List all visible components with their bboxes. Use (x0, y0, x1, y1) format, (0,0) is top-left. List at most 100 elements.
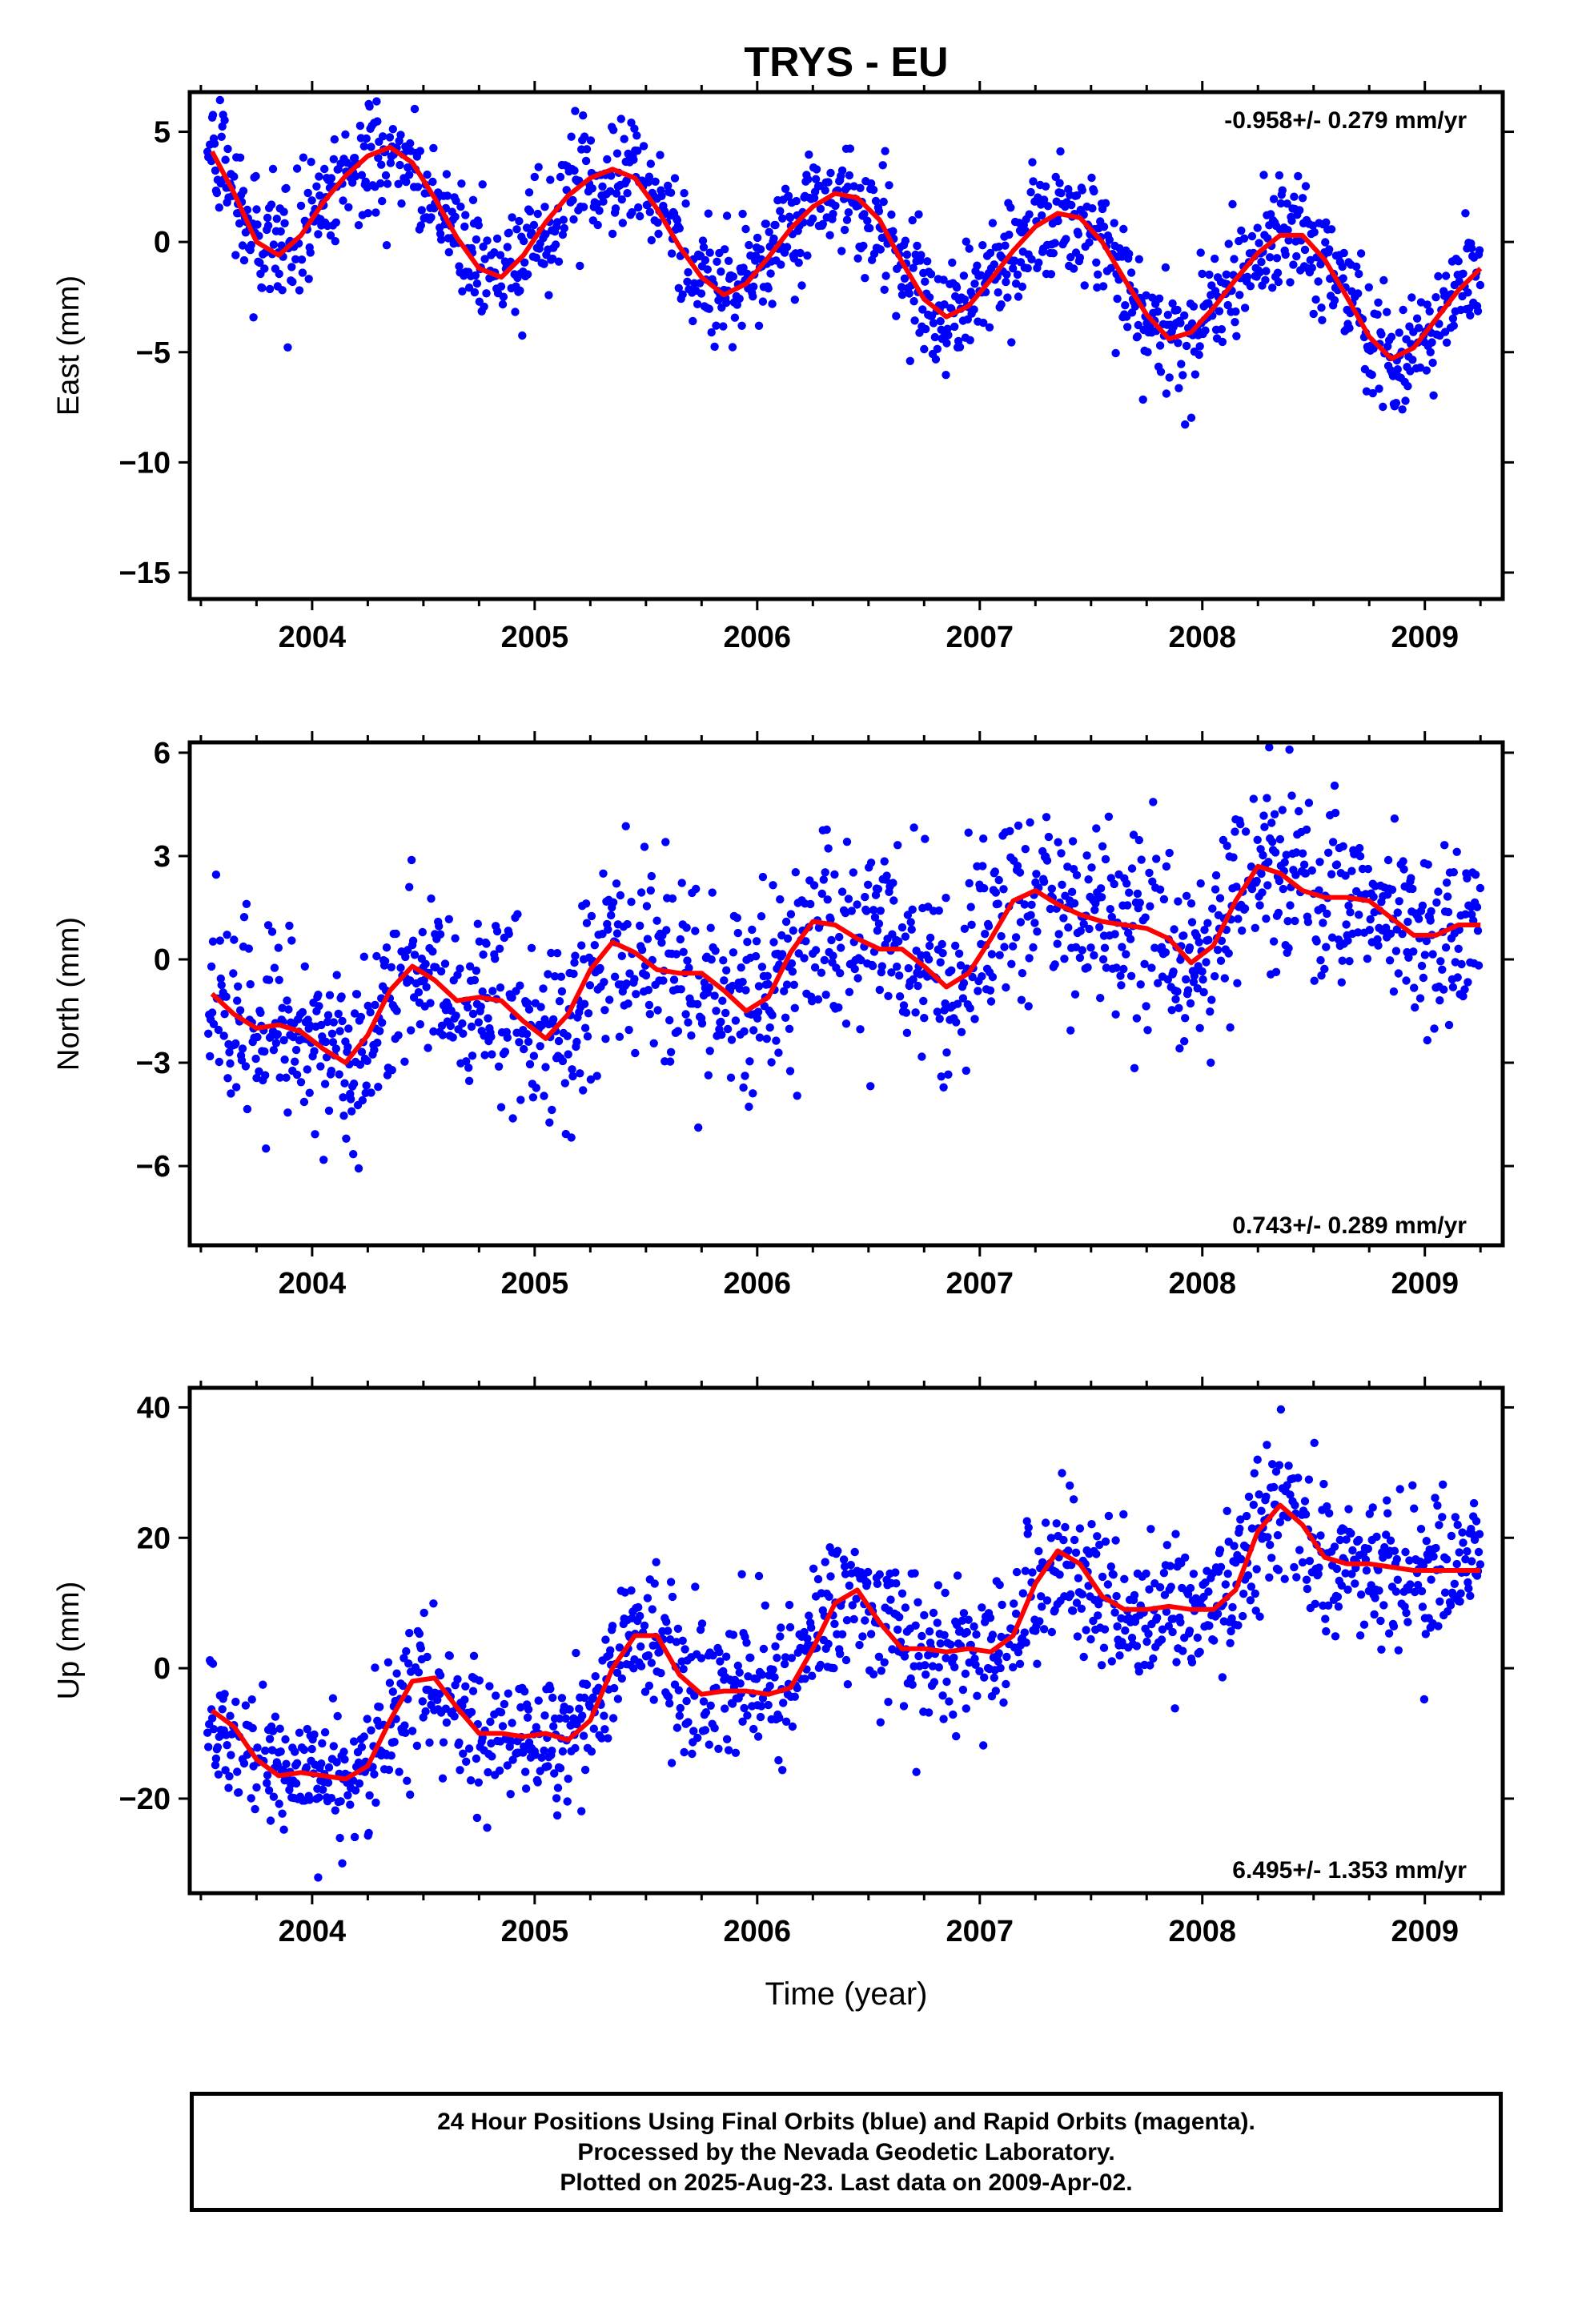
data-point (664, 1626, 673, 1635)
data-point (1464, 978, 1472, 987)
data-point (1106, 905, 1115, 914)
data-point (523, 999, 532, 1007)
data-point (936, 958, 945, 967)
data-point (1454, 257, 1463, 266)
data-point (645, 1010, 654, 1019)
data-point (1121, 301, 1130, 310)
data-point (920, 344, 929, 354)
data-point (1154, 307, 1162, 316)
data-point (315, 191, 324, 200)
data-point (876, 1718, 885, 1727)
data-point (1395, 897, 1403, 906)
data-point (459, 1029, 468, 1038)
data-point (476, 1002, 485, 1011)
data-point (1157, 1635, 1166, 1644)
x-tick-label: 2007 (946, 621, 1014, 654)
data-point (822, 825, 831, 834)
data-point (729, 948, 738, 957)
data-point (685, 963, 693, 972)
data-point (1134, 255, 1144, 263)
data-point (1104, 1511, 1114, 1521)
data-point (227, 1751, 235, 1759)
data-point (400, 1057, 409, 1066)
data-point (1078, 946, 1087, 955)
data-point (1286, 1490, 1295, 1499)
data-point (1401, 1547, 1410, 1557)
data-point (464, 1003, 472, 1012)
data-point (1385, 956, 1395, 965)
data-point (827, 935, 836, 945)
data-point (1252, 1565, 1261, 1574)
data-point (1406, 1580, 1415, 1589)
data-point (990, 260, 999, 269)
data-point (1026, 187, 1035, 197)
data-point (552, 1794, 561, 1803)
data-point (1154, 294, 1164, 303)
data-point (644, 1651, 653, 1660)
data-point (359, 952, 368, 961)
data-point (492, 234, 502, 243)
data-point (728, 343, 737, 352)
data-point (994, 1649, 1003, 1658)
data-point (1104, 812, 1114, 821)
data-point (539, 984, 548, 993)
data-point (1223, 1570, 1232, 1578)
data-point (666, 1578, 676, 1586)
data-point (765, 1023, 774, 1032)
data-point (464, 283, 474, 292)
data-point (387, 963, 396, 972)
data-point (943, 324, 952, 333)
data-point (1325, 1509, 1334, 1518)
data-point (511, 308, 520, 316)
data-point (1087, 1520, 1096, 1529)
data-point (1294, 171, 1303, 181)
data-point (495, 1766, 504, 1775)
data-point (881, 147, 889, 155)
data-point (518, 331, 527, 340)
data-point (1113, 294, 1122, 304)
data-point (1365, 926, 1375, 935)
data-point (900, 274, 909, 283)
data-point (1135, 899, 1145, 907)
data-point (475, 937, 484, 946)
data-point (378, 132, 387, 141)
data-point (416, 221, 425, 230)
data-point (404, 1659, 413, 1668)
data-point (1387, 885, 1397, 895)
data-point (341, 130, 350, 139)
data-point (220, 116, 229, 125)
data-point (231, 1697, 240, 1707)
data-point (520, 1044, 528, 1054)
data-point (1356, 249, 1366, 258)
data-point (320, 164, 329, 174)
model-curve (211, 1502, 1481, 1782)
data-point (333, 1711, 342, 1721)
data-point (1174, 1003, 1183, 1013)
data-point (669, 975, 679, 984)
data-point (1229, 853, 1238, 862)
data-point (781, 1717, 791, 1726)
data-point (978, 241, 987, 250)
data-point (616, 115, 625, 123)
data-point (584, 1009, 593, 1018)
data-point (683, 277, 692, 286)
data-point (331, 237, 339, 246)
data-point (1265, 743, 1274, 752)
data-point (273, 1030, 282, 1039)
data-point (938, 939, 946, 949)
data-point (323, 1011, 333, 1019)
data-point (339, 1747, 348, 1756)
data-point (1038, 211, 1046, 220)
data-point (1203, 919, 1212, 927)
data-point (394, 179, 403, 188)
data-point (1392, 1554, 1402, 1564)
data-point (1096, 884, 1106, 893)
data-point (861, 274, 869, 283)
data-point (1228, 199, 1237, 209)
data-point (207, 1008, 217, 1017)
data-point (1152, 854, 1161, 863)
data-point (1195, 938, 1203, 947)
data-point (657, 938, 666, 947)
data-point (326, 231, 335, 240)
